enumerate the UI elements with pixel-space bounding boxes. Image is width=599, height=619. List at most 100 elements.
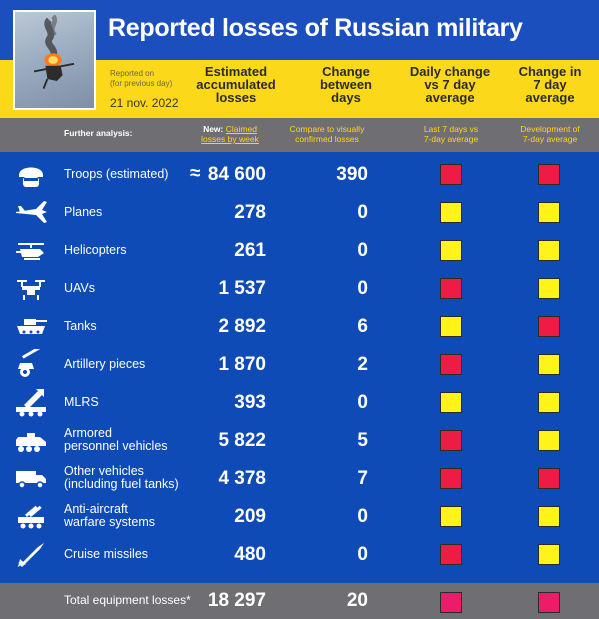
table-row: Other vehicles (including fuel tanks) 4 3… xyxy=(0,459,599,497)
row-label: Anti-aircraft warfare systems xyxy=(64,502,155,529)
plane-icon xyxy=(14,197,48,227)
soldier-helmet-icon xyxy=(14,159,48,189)
daily-vs7-indicator xyxy=(440,506,462,527)
anti-aircraft-icon xyxy=(14,501,48,531)
further-analysis-strip xyxy=(0,118,599,152)
artillery-icon xyxy=(14,349,48,379)
header-change: Change between days xyxy=(319,64,372,105)
change-value: 0 xyxy=(357,392,368,413)
change7-indicator xyxy=(538,164,560,185)
compare-confirmed-link[interactable]: Compare to visually confirmed losses xyxy=(289,124,365,144)
table-row: MLRS 393 0 xyxy=(0,383,599,421)
missile-icon xyxy=(14,539,48,569)
table-row: Armored personnel vehicles 5 822 5 xyxy=(0,421,599,459)
rocket-launcher-icon xyxy=(14,387,48,417)
daily-vs7-indicator xyxy=(440,430,462,451)
table-row: Artillery pieces 1 870 2 xyxy=(0,345,599,383)
accumulated-value: 84 600 xyxy=(207,164,266,185)
change-value: 7 xyxy=(357,468,368,489)
accumulated-value: 278 xyxy=(234,202,266,223)
change-value: 0 xyxy=(357,544,368,565)
total-daily-vs7-indicator xyxy=(440,592,462,613)
change7-indicator xyxy=(538,240,560,261)
truck-icon xyxy=(14,463,48,493)
daily-vs7-indicator xyxy=(440,316,462,337)
further-analysis-label: Further analysis: xyxy=(64,128,133,138)
row-label: UAVs xyxy=(64,280,96,295)
table-row: Helicopters 261 0 xyxy=(0,231,599,269)
change7-indicator xyxy=(538,392,560,413)
development-link[interactable]: Development of 7-day average xyxy=(520,124,580,144)
table-row: Cruise missiles 480 0 xyxy=(0,535,599,573)
change-value: 390 xyxy=(336,164,368,185)
column-header-band xyxy=(0,60,599,118)
row-label: Artillery pieces xyxy=(64,356,146,371)
row-label: Troops (estimated) xyxy=(64,166,169,181)
daily-vs7-indicator xyxy=(440,468,462,489)
accumulated-value: 209 xyxy=(234,506,266,527)
change7-indicator xyxy=(538,202,560,223)
table-row: Anti-aircraft warfare systems 209 0 xyxy=(0,497,599,535)
total-change7-indicator xyxy=(538,592,560,613)
accumulated-value: 393 xyxy=(234,392,266,413)
table-row: UAVs 1 537 0 xyxy=(0,269,599,307)
burning-helicopter-photo xyxy=(13,10,96,110)
change-value: 0 xyxy=(357,278,368,299)
claimed-losses-link[interactable]: New: Claimed losses by week xyxy=(201,124,259,144)
accumulated-value: 5 822 xyxy=(218,430,266,451)
title-band xyxy=(0,0,599,60)
accumulated-value: 1 870 xyxy=(218,354,266,375)
accumulated-value: 480 xyxy=(234,544,266,565)
total-change: 20 xyxy=(346,590,368,611)
accumulated-value: 1 537 xyxy=(218,278,266,299)
page-title: Reported losses of Russian military xyxy=(108,14,523,42)
row-label: Other vehicles (including fuel tanks) xyxy=(64,464,179,491)
row-label: Tanks xyxy=(64,318,97,333)
header-change7: Change in 7 day average xyxy=(518,64,582,105)
table-row: Tanks 2 892 6 xyxy=(0,307,599,345)
table-row: Planes 278 0 xyxy=(0,193,599,231)
change-value: 5 xyxy=(357,430,368,451)
change-value: 6 xyxy=(357,316,368,337)
table-row: Troops (estimated) ≈84 600 390 xyxy=(0,155,599,193)
report-date: 21 nov. 2022 xyxy=(110,96,179,110)
daily-vs7-indicator xyxy=(440,392,462,413)
daily-vs7-indicator xyxy=(440,544,462,565)
change7-indicator xyxy=(538,278,560,299)
reported-on-label: Reported on (for previous day) xyxy=(110,69,173,88)
header-accumulated: Estimated accumulated losses xyxy=(196,64,276,105)
daily-vs7-indicator xyxy=(440,278,462,299)
total-strip xyxy=(0,583,599,619)
accumulated-value: 261 xyxy=(234,240,266,261)
daily-vs7-indicator xyxy=(440,164,462,185)
apc-icon xyxy=(14,425,48,455)
change7-indicator xyxy=(538,316,560,337)
change-value: 2 xyxy=(357,354,368,375)
row-label: Armored personnel vehicles xyxy=(64,426,168,453)
change7-indicator xyxy=(538,430,560,451)
change7-indicator xyxy=(538,468,560,489)
accumulated-value: 2 892 xyxy=(218,316,266,337)
total-label: Total equipment losses* xyxy=(64,593,191,607)
accumulated-value: 4 378 xyxy=(218,468,266,489)
daily-vs7-indicator xyxy=(440,202,462,223)
change7-indicator xyxy=(538,354,560,375)
approx-sign: ≈ xyxy=(190,163,201,184)
last7-days-link[interactable]: Last 7 days vs 7-day average xyxy=(423,124,479,144)
daily-vs7-indicator xyxy=(440,240,462,261)
change-value: 0 xyxy=(357,240,368,261)
header-daily-vs7: Daily change vs 7 day average xyxy=(409,64,491,105)
row-label: Planes xyxy=(64,204,103,219)
total-value: 18 297 xyxy=(207,590,266,611)
daily-vs7-indicator xyxy=(440,354,462,375)
drone-icon xyxy=(14,273,48,303)
change7-indicator xyxy=(538,506,560,527)
change-value: 0 xyxy=(357,202,368,223)
change-value: 0 xyxy=(357,506,368,527)
row-label: MLRS xyxy=(64,394,99,409)
tank-icon xyxy=(14,311,48,341)
change7-indicator xyxy=(538,544,560,565)
row-label: Helicopters xyxy=(64,242,127,257)
helicopter-icon xyxy=(14,235,48,265)
